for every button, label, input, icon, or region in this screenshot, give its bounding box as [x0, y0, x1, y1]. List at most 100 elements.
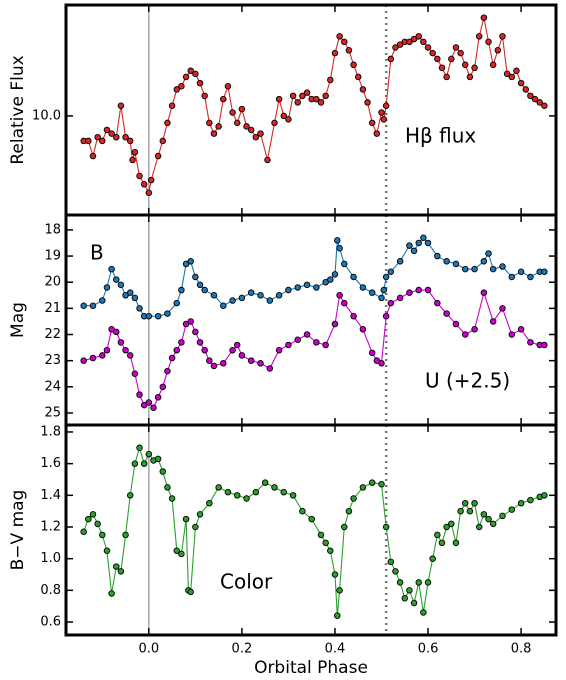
data-point: [382, 273, 390, 281]
data-point: [187, 318, 194, 325]
data-point: [406, 587, 413, 594]
data-point: [517, 268, 525, 275]
data-point: [443, 73, 450, 81]
data-point: [140, 460, 148, 467]
data-point: [113, 133, 120, 141]
data-point: [145, 450, 153, 458]
data-point: [387, 558, 395, 566]
data-point: [196, 281, 204, 289]
data-point: [378, 480, 385, 488]
data-point: [99, 137, 106, 145]
data-point: [341, 38, 348, 46]
series-line: [83, 445, 545, 616]
data-point: [443, 523, 450, 531]
data-point: [471, 265, 478, 273]
data-point: [359, 86, 367, 93]
data-point: [341, 299, 348, 307]
data-point: [420, 38, 427, 46]
data-point: [462, 61, 469, 69]
y-tick-label: 1.4: [40, 488, 61, 503]
data-point: [359, 484, 367, 491]
data-point: [522, 86, 530, 93]
panel: 18 19 20 21 22 23 24 25 B U (+2.5) Mag: [8, 213, 558, 427]
data-point: [89, 152, 97, 160]
data-point: [201, 346, 208, 354]
y-tick-label: 18: [44, 222, 61, 237]
data-point: [517, 79, 525, 87]
data-point: [103, 284, 111, 291]
data-point: [308, 515, 315, 523]
data-point: [480, 511, 488, 518]
data-point: [215, 484, 222, 491]
data-point: [541, 492, 548, 499]
data-point: [378, 294, 385, 302]
y-tick-label: 10.0: [32, 108, 61, 123]
data-point: [159, 137, 167, 145]
data-point: [275, 292, 283, 299]
data-point: [126, 137, 134, 145]
y-tick-label: 23: [44, 353, 61, 368]
data-point: [285, 116, 292, 123]
y-tick-label: 1.2: [40, 519, 61, 534]
data-point: [452, 44, 460, 51]
data-point: [387, 299, 395, 307]
data-point: [206, 357, 213, 364]
data-point: [527, 339, 534, 346]
data-point: [485, 38, 492, 46]
x-tick-label: 0.0: [138, 642, 159, 657]
data-point: [80, 302, 87, 309]
x-tick-label: 0.6: [418, 642, 439, 657]
data-point: [108, 590, 115, 597]
y-tick-label: 24: [44, 379, 61, 394]
data-point: [113, 563, 120, 570]
data-point: [508, 506, 516, 513]
data-point: [471, 64, 478, 72]
data-point: [424, 286, 432, 294]
data-point: [401, 595, 409, 602]
data-point: [368, 479, 376, 486]
data-point: [489, 61, 497, 69]
data-point: [173, 346, 181, 354]
data-point: [513, 67, 520, 75]
data-point: [145, 312, 153, 320]
data-point: [89, 511, 97, 518]
data-point: [136, 305, 143, 312]
data-point: [327, 76, 334, 84]
data-point: [113, 328, 120, 336]
data-point: [266, 297, 274, 304]
data-point: [415, 579, 422, 586]
x-tick-label: 0.4: [325, 642, 346, 657]
panel-frame: [64, 423, 558, 637]
data-point: [89, 354, 97, 362]
data-point: [275, 95, 283, 103]
data-point: [243, 495, 250, 502]
data-point: [173, 299, 181, 307]
data-point: [420, 234, 427, 242]
data-point: [164, 119, 171, 127]
data-point: [271, 484, 278, 491]
data-point: [126, 352, 134, 359]
data-point: [368, 289, 376, 296]
data-point: [201, 92, 208, 100]
series-label: Hβ flux: [405, 124, 476, 148]
data-point: [494, 47, 502, 54]
data-point: [99, 531, 106, 539]
data-point: [541, 341, 548, 349]
data-point: [150, 404, 157, 411]
data-point: [336, 587, 343, 594]
data-point: [136, 444, 143, 452]
data-point: [434, 55, 441, 63]
data-point: [392, 568, 399, 575]
data-point: [396, 579, 404, 586]
data-point: [336, 244, 343, 252]
data-point: [475, 33, 483, 40]
data-point: [206, 499, 213, 507]
data-point: [380, 286, 388, 294]
y-tick-label: 1.8: [40, 424, 61, 439]
data-point: [406, 289, 413, 296]
series-line: [83, 236, 545, 317]
data-point: [154, 455, 162, 463]
data-point: [80, 357, 87, 364]
data-point: [406, 38, 413, 46]
data-point: [322, 92, 329, 100]
